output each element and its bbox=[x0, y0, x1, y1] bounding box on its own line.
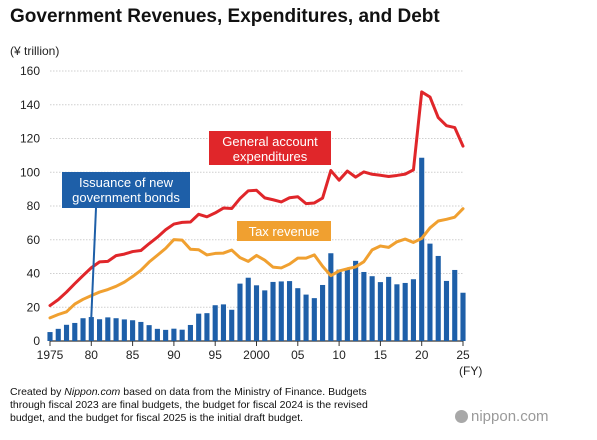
bond-bar bbox=[237, 283, 243, 341]
bond-bar bbox=[171, 328, 177, 341]
bond-bar bbox=[220, 304, 227, 341]
bond-bar bbox=[328, 253, 334, 341]
bond-bar bbox=[72, 322, 78, 341]
bond-bar bbox=[105, 317, 111, 341]
chart-area: 0 20 40 60 80 100 120 140 160 1975 80 85 90 95 2000 05 1… bbox=[20, 64, 482, 378]
bond-bar bbox=[88, 317, 94, 341]
bond-bar bbox=[336, 269, 342, 341]
bond-bar bbox=[130, 320, 136, 341]
bond-bar bbox=[443, 280, 450, 341]
axes: 0 20 40 60 80 100 120 140 160 1975 80 85 90 95 2000 05 1… bbox=[20, 64, 482, 378]
bond-bar bbox=[394, 284, 400, 341]
bond-bar bbox=[146, 325, 152, 341]
y-tick-label: 20 bbox=[27, 300, 41, 314]
bond-bar bbox=[435, 255, 441, 341]
bond-bar bbox=[303, 294, 309, 341]
line-series bbox=[48, 90, 465, 320]
bond-bar bbox=[80, 318, 86, 341]
expenditures-callout-text: expenditures bbox=[233, 149, 308, 164]
x-tick-label: 80 bbox=[85, 348, 99, 362]
tax-callout-text: Tax revenue bbox=[249, 224, 320, 239]
tax-revenueline bbox=[48, 207, 465, 320]
y-axis-unit-label: (¥ trillion) bbox=[10, 44, 60, 58]
x-tick-label: 95 bbox=[209, 348, 223, 362]
expenditures-callout-box bbox=[209, 131, 331, 165]
x-tick-label: 20 bbox=[415, 348, 429, 362]
bond-bar bbox=[96, 319, 103, 341]
note-rest: based on data from the Ministry of Finan… bbox=[10, 386, 368, 424]
bond-bar bbox=[402, 282, 408, 341]
general-account-expendituresline bbox=[48, 90, 465, 308]
x-tick-label: 1975 bbox=[37, 348, 64, 362]
x-tick-label: 2000 bbox=[243, 348, 270, 362]
bond-bar bbox=[163, 329, 169, 341]
bond-bar bbox=[121, 319, 127, 341]
bond-bar bbox=[344, 268, 350, 341]
bond-bar bbox=[419, 157, 425, 341]
y-tick-label: 160 bbox=[20, 64, 40, 78]
bond-bar bbox=[55, 328, 61, 341]
bond-bar bbox=[270, 281, 276, 341]
bond-bar bbox=[138, 321, 144, 341]
bond-bar bbox=[196, 313, 202, 341]
bond-bar bbox=[377, 282, 383, 341]
x-tick-label: 25 bbox=[456, 348, 470, 362]
bond-bar bbox=[212, 305, 218, 341]
bond-bar bbox=[311, 298, 317, 341]
bond-bar bbox=[452, 269, 458, 341]
bond-bar bbox=[427, 243, 433, 341]
y-tick-label: 120 bbox=[20, 132, 40, 146]
note-prefix: Created by bbox=[10, 386, 65, 398]
y-tick-label: 60 bbox=[27, 233, 41, 247]
bond-bar bbox=[386, 276, 392, 341]
bond-bar bbox=[229, 309, 235, 341]
bond-bar bbox=[204, 313, 210, 341]
bond-bar bbox=[47, 332, 53, 341]
bonds-callout-text: Issuance of new bbox=[79, 175, 174, 190]
bond-bar bbox=[179, 329, 185, 341]
y-tick-label: 140 bbox=[20, 98, 40, 112]
bond-bar bbox=[113, 318, 119, 341]
bonds-callout-box bbox=[62, 172, 190, 208]
source-note: Created by Nippon.com based on data from… bbox=[10, 386, 370, 425]
y-tick-label: 80 bbox=[27, 199, 41, 213]
bond-bar bbox=[460, 292, 466, 341]
bond-bar bbox=[410, 279, 417, 341]
y-tick-label: 0 bbox=[33, 334, 40, 348]
x-tick-label: 90 bbox=[167, 348, 181, 362]
bond-bar bbox=[361, 271, 367, 341]
bond-bar bbox=[262, 290, 268, 341]
bond-bar bbox=[154, 328, 160, 341]
bond-bar bbox=[295, 288, 301, 341]
x-tick-label: 85 bbox=[126, 348, 140, 362]
bond-bar bbox=[320, 284, 326, 341]
nippon-logo-icon bbox=[455, 410, 468, 423]
bond-bar bbox=[187, 324, 193, 341]
x-tick-label: 05 bbox=[291, 348, 305, 362]
x-tick-label: 15 bbox=[374, 348, 388, 362]
bond-bar bbox=[245, 277, 251, 341]
chart-title: Government Revenues, Expenditures, and D… bbox=[10, 6, 440, 27]
bond-issuance-bars bbox=[47, 157, 466, 341]
bond-bar bbox=[369, 276, 375, 341]
bond-bar bbox=[63, 324, 70, 341]
bond-bar bbox=[353, 260, 359, 341]
y-tick-label: 40 bbox=[27, 267, 41, 281]
bonds-callout-text: government bonds bbox=[72, 190, 180, 205]
x-axis-label: (FY) bbox=[459, 364, 482, 378]
brand-logo: nippon.com bbox=[455, 408, 549, 425]
x-tick-label: 10 bbox=[332, 348, 346, 362]
bond-bar bbox=[286, 281, 293, 341]
expenditures-callout-text: General account bbox=[222, 134, 318, 149]
bond-bar bbox=[278, 281, 284, 341]
tax-callout-box bbox=[237, 221, 331, 241]
y-tick-label: 100 bbox=[20, 165, 40, 179]
bonds-callout-leader bbox=[90, 207, 97, 318]
note-source: Nippon.com bbox=[64, 386, 121, 398]
bond-bar bbox=[253, 285, 260, 341]
brand-text: nippon.com bbox=[471, 408, 549, 425]
